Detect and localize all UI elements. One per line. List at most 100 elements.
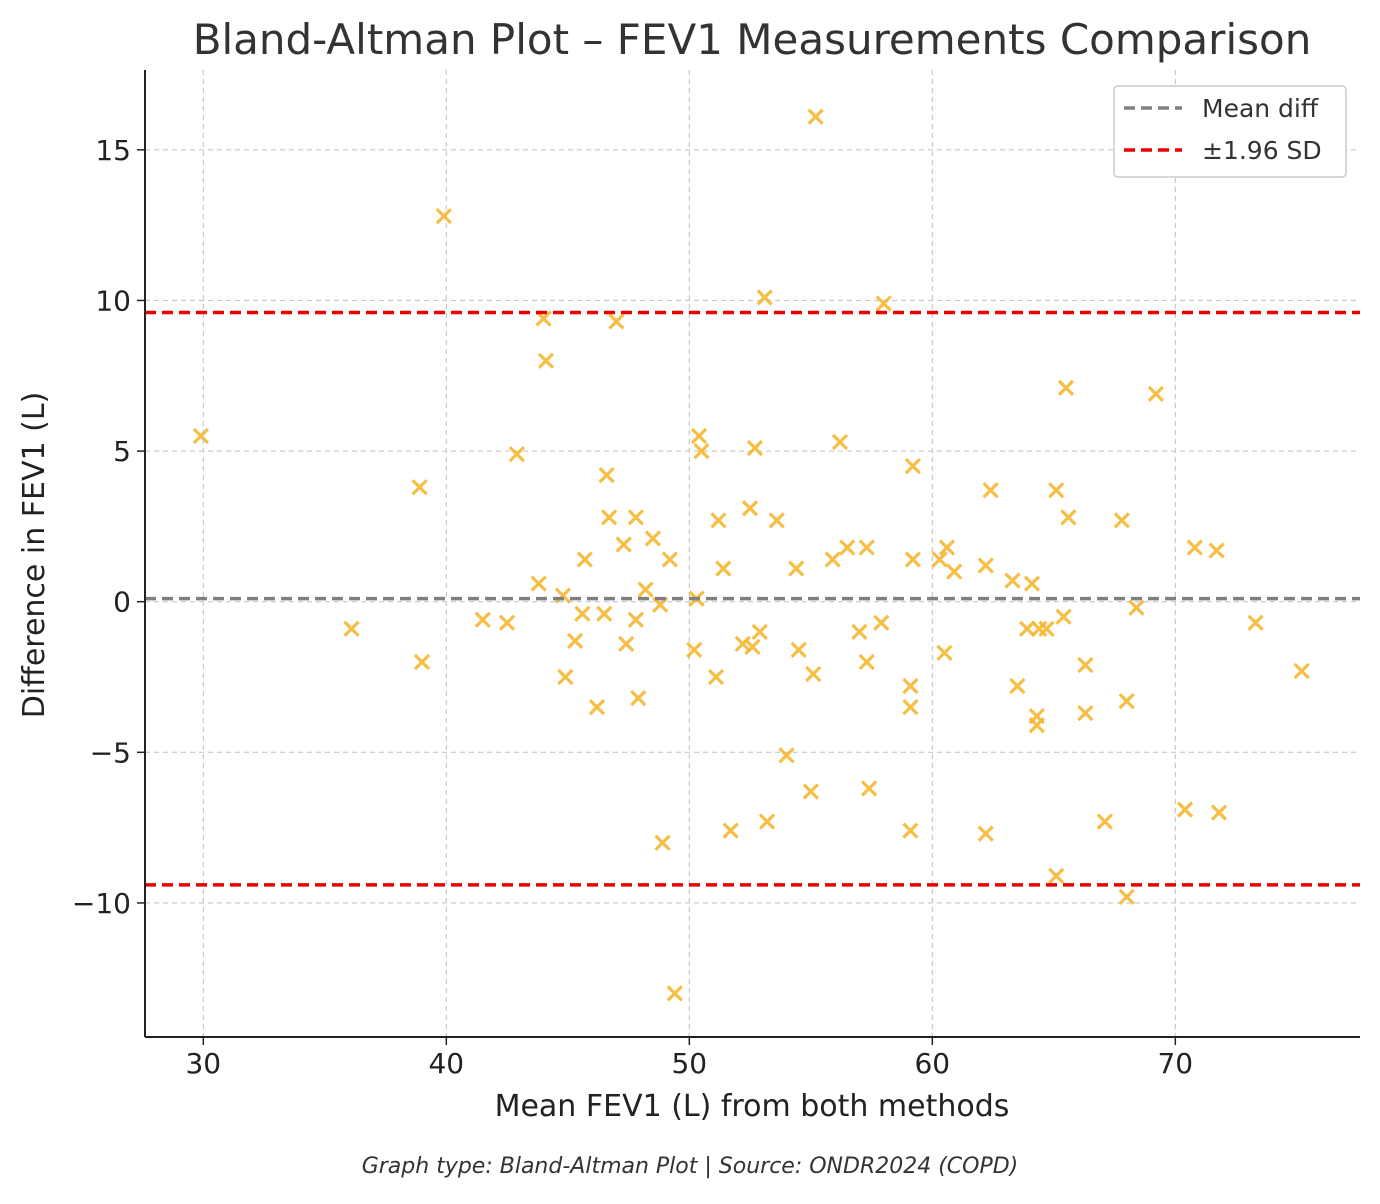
- data-point: [858, 539, 875, 556]
- data-point: [875, 295, 892, 312]
- data-point: [982, 482, 999, 499]
- data-point: [1176, 801, 1194, 818]
- data-point: [861, 780, 878, 797]
- data-point: [530, 575, 547, 592]
- data-point: [566, 632, 584, 649]
- y-tick-label: −5: [90, 736, 131, 769]
- data-point: [1038, 620, 1055, 637]
- data-point: [707, 668, 725, 686]
- data-point: [1055, 608, 1072, 625]
- data-point: [596, 605, 613, 622]
- x-tick-label: 40: [428, 1047, 464, 1080]
- x-tick-label: 60: [914, 1047, 950, 1080]
- data-point: [1009, 677, 1026, 695]
- data-point: [824, 551, 841, 568]
- data-point: [654, 834, 671, 851]
- data-point: [1118, 888, 1135, 906]
- data-point: [1210, 804, 1228, 821]
- data-point: [936, 644, 953, 662]
- scatter-points: [192, 108, 1310, 1002]
- legend-mean-diff-label: Mean diff: [1202, 94, 1319, 123]
- data-point: [574, 605, 591, 622]
- data-point: [1247, 614, 1264, 631]
- data-point: [588, 699, 606, 716]
- data-point: [508, 445, 525, 463]
- data-point: [1004, 572, 1021, 589]
- data-point: [902, 822, 919, 839]
- data-point: [722, 822, 739, 839]
- data-point: [192, 427, 210, 445]
- data-point: [474, 611, 491, 628]
- data-point: [788, 560, 805, 577]
- legend-sd-label: ±1.96 SD: [1202, 136, 1322, 165]
- data-point: [938, 539, 956, 556]
- data-point: [741, 500, 759, 517]
- data-point: [873, 614, 890, 631]
- data-point: [644, 530, 662, 547]
- data-point: [1018, 620, 1036, 637]
- data-point: [598, 467, 615, 484]
- data-point: [1128, 599, 1145, 616]
- data-point: [790, 641, 807, 659]
- data-point: [1186, 539, 1203, 556]
- x-tick-label: 50: [671, 1047, 707, 1080]
- data-point: [977, 557, 994, 574]
- data-point: [600, 509, 618, 526]
- data-point: [1057, 379, 1075, 396]
- data-point: [904, 458, 922, 475]
- data-point: [756, 289, 773, 306]
- data-point: [931, 551, 948, 568]
- data-point: [557, 668, 574, 686]
- data-point: [630, 689, 647, 707]
- data-point: [902, 699, 919, 716]
- data-point: [343, 620, 360, 637]
- x-tick-label: 30: [185, 1047, 221, 1080]
- axes: [137, 70, 1360, 1045]
- data-point: [537, 352, 555, 369]
- data-point: [758, 813, 776, 830]
- data-point: [1048, 482, 1065, 499]
- data-point: [618, 635, 635, 653]
- data-point: [768, 512, 785, 529]
- data-point: [1096, 813, 1113, 830]
- data-point: [686, 641, 703, 659]
- data-point: [690, 427, 708, 445]
- data-point: [805, 665, 822, 683]
- data-point: [946, 563, 963, 580]
- y-tick-label: 10: [95, 284, 131, 317]
- data-point: [1077, 656, 1094, 674]
- data-point: [715, 560, 732, 577]
- data-point: [627, 509, 644, 526]
- data-point: [411, 479, 428, 496]
- data-point: [710, 512, 727, 529]
- reference-lines: [145, 310, 1360, 887]
- data-point: [807, 108, 824, 125]
- tick-labels: 30 40 50 60 70 −10 −5 0 5 10 15: [72, 134, 1193, 1080]
- data-point: [666, 985, 683, 1002]
- data-point: [902, 677, 919, 695]
- data-point: [778, 747, 795, 764]
- chart-title: Bland-Altman Plot – FEV1 Measurements Co…: [193, 15, 1312, 64]
- y-tick-label: 5: [113, 435, 131, 468]
- x-axis-label: Mean FEV1 (L) from both methods: [495, 1089, 1010, 1124]
- data-point: [637, 581, 654, 598]
- y-axis-label: Difference in FEV1 (L): [17, 392, 52, 719]
- data-point: [1060, 509, 1077, 526]
- data-point: [1208, 542, 1225, 559]
- data-point: [627, 611, 644, 628]
- data-point: [744, 638, 761, 656]
- data-point: [858, 653, 875, 671]
- data-point: [746, 439, 764, 457]
- y-tick-label: 15: [95, 134, 131, 167]
- data-point: [1028, 708, 1045, 725]
- data-point: [608, 313, 625, 330]
- y-tick-label: 0: [113, 586, 131, 619]
- data-point: [435, 207, 453, 225]
- data-point: [1048, 867, 1065, 884]
- data-point: [904, 551, 922, 568]
- data-point: [1023, 575, 1041, 592]
- data-point: [839, 539, 856, 556]
- data-point: [1293, 662, 1310, 680]
- legend-box: [1113, 85, 1347, 178]
